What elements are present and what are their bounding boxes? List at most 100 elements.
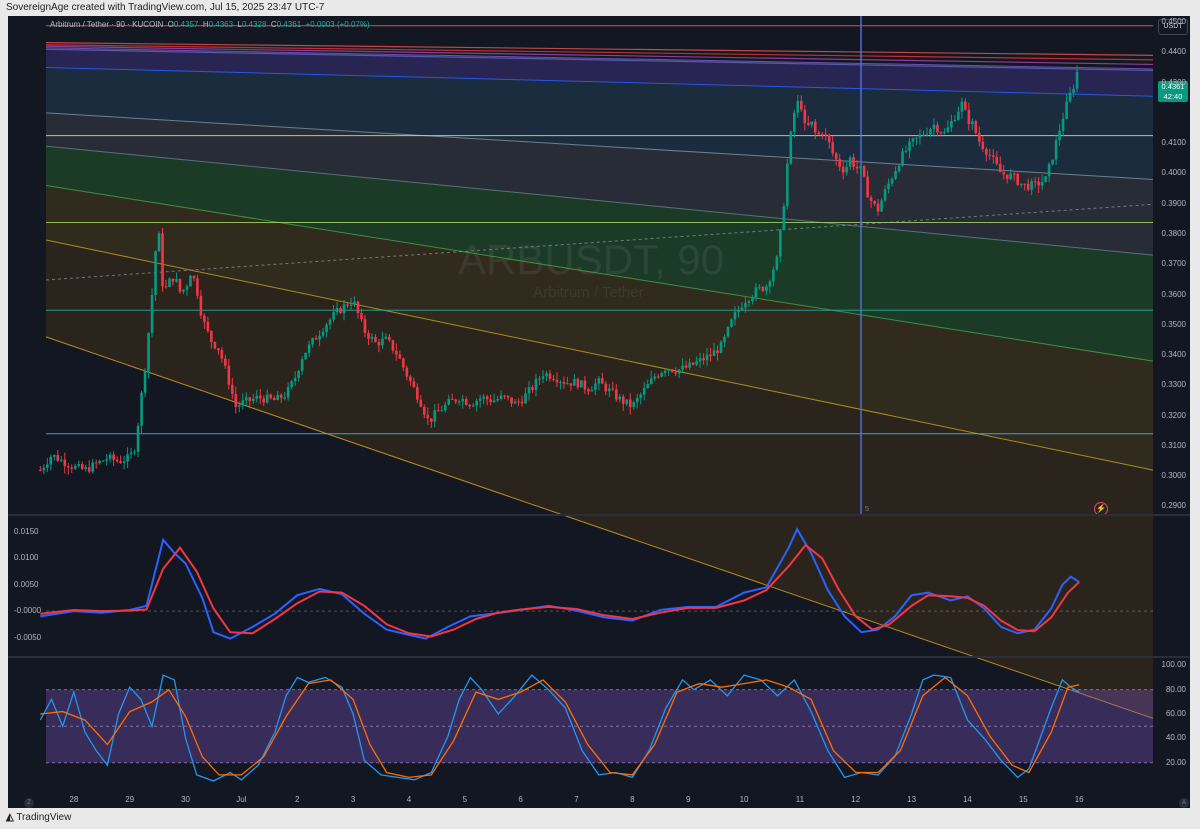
candle-body: [1002, 172, 1006, 175]
candle-body: [873, 200, 876, 204]
candle-body: [262, 398, 266, 403]
channel-line: [45, 185, 1154, 362]
candle-body: [548, 373, 552, 379]
candle-body: [461, 399, 465, 402]
candle-body: [464, 399, 468, 405]
low-value: 0.4328: [241, 20, 267, 29]
macd-series-0: [40, 527, 1080, 640]
candle-body: [1012, 173, 1016, 175]
date-axis-label: 8: [630, 795, 635, 804]
candle-body: [838, 159, 841, 167]
candle-body: [527, 387, 531, 394]
candle-body: [171, 278, 175, 282]
channel-line: [45, 47, 1154, 70]
candle-body: [918, 134, 922, 138]
candle-body: [314, 338, 318, 340]
channel-band: [46, 67, 1153, 180]
channel-band: [46, 112, 1153, 256]
candle-body: [614, 389, 618, 400]
candle-body: [1016, 173, 1020, 185]
close-label: C: [270, 20, 277, 29]
candle-body: [922, 134, 925, 136]
change-value: +0.0003 (+0.07%): [305, 20, 370, 29]
z-icon[interactable]: Z: [24, 798, 34, 808]
candle-body: [628, 399, 632, 408]
date-axis-label: 14: [962, 795, 972, 804]
candle-body: [943, 132, 946, 134]
candle-body: [747, 301, 751, 303]
candle-body: [217, 348, 220, 351]
date-axis-label: 7: [574, 795, 579, 804]
candle-body: [328, 319, 332, 325]
chart-drawing-layer[interactable]: [8, 16, 1190, 808]
candle-body: [775, 256, 779, 270]
candle-body: [196, 278, 199, 296]
pane-separator-1[interactable]: [8, 514, 1190, 516]
candle-body: [122, 461, 126, 463]
a-icon[interactable]: A: [1179, 798, 1189, 808]
midline: [45, 203, 1154, 281]
last-price-tag: 0.4361 42:40: [1158, 81, 1188, 102]
candle-body: [293, 378, 297, 382]
currency-badge[interactable]: USDT: [1158, 19, 1188, 35]
candle-body: [719, 342, 723, 354]
date-axis-label: 30: [181, 795, 190, 804]
high-value: 0.4363: [208, 20, 234, 29]
candle-body: [611, 388, 615, 390]
candle-body: [517, 401, 520, 403]
candle-body: [601, 378, 604, 384]
price-axis-label: 0.3500: [1161, 319, 1186, 329]
candle-body: [374, 336, 377, 342]
open-label: O: [167, 20, 174, 29]
stoch-axis-label: 20.00: [1165, 757, 1186, 767]
candle-body: [817, 132, 821, 135]
candle-body: [1009, 173, 1013, 179]
candle-body: [813, 121, 817, 133]
candle-body: [730, 319, 733, 327]
macd-axis-label: -0.0050: [14, 632, 42, 642]
candle-body: [1047, 164, 1051, 177]
candle-body: [77, 463, 81, 466]
candle-body: [1030, 181, 1033, 190]
candle-body: [964, 101, 967, 110]
candle-body: [325, 324, 328, 332]
candle-body: [210, 330, 213, 342]
candle-body: [967, 109, 971, 125]
candle-body: [883, 189, 887, 201]
candle-body: [789, 131, 793, 164]
chart-area[interactable]: Arbitrum / Tether · 90 · KUCOIN O0.4357 …: [8, 16, 1190, 808]
candle-body: [709, 354, 712, 357]
candle-body: [998, 163, 1002, 173]
candle-body: [154, 251, 157, 295]
watermark-ticker: ARBUSDT, 90: [458, 236, 725, 283]
candle-body: [381, 338, 384, 346]
candle-body: [625, 399, 629, 404]
date-axis-label: 9: [685, 795, 691, 804]
stoch-axis-label: 60.00: [1165, 709, 1186, 719]
candle-body: [468, 404, 471, 407]
candle-body: [384, 336, 388, 339]
candle-body: [702, 358, 705, 361]
price-axis-label: 0.4000: [1161, 168, 1186, 178]
candle-body: [1072, 88, 1075, 93]
candle-body: [695, 361, 698, 365]
candle-body: [244, 397, 248, 401]
candle-body: [691, 362, 695, 365]
macd-axis-label: 0.0100: [14, 553, 39, 563]
candle-body: [845, 166, 848, 173]
candle-body: [485, 396, 489, 400]
candle-body: [859, 166, 862, 169]
price-axis-label: 0.3300: [1161, 380, 1186, 390]
price-axis-label: 0.4300: [1161, 77, 1186, 87]
candle-body: [677, 369, 681, 374]
tradingview-logo[interactable]: ◭ TradingView: [6, 812, 71, 823]
pane-separator-2[interactable]: [8, 656, 1190, 658]
candle-body: [80, 463, 84, 469]
candle-body: [786, 163, 789, 207]
candle-body: [915, 137, 918, 139]
candle-body: [213, 341, 217, 349]
candle-body: [880, 200, 883, 212]
candle-body: [283, 397, 286, 399]
footer-bar: ◭ TradingView: [0, 808, 1200, 829]
channel-band: [46, 146, 1153, 362]
